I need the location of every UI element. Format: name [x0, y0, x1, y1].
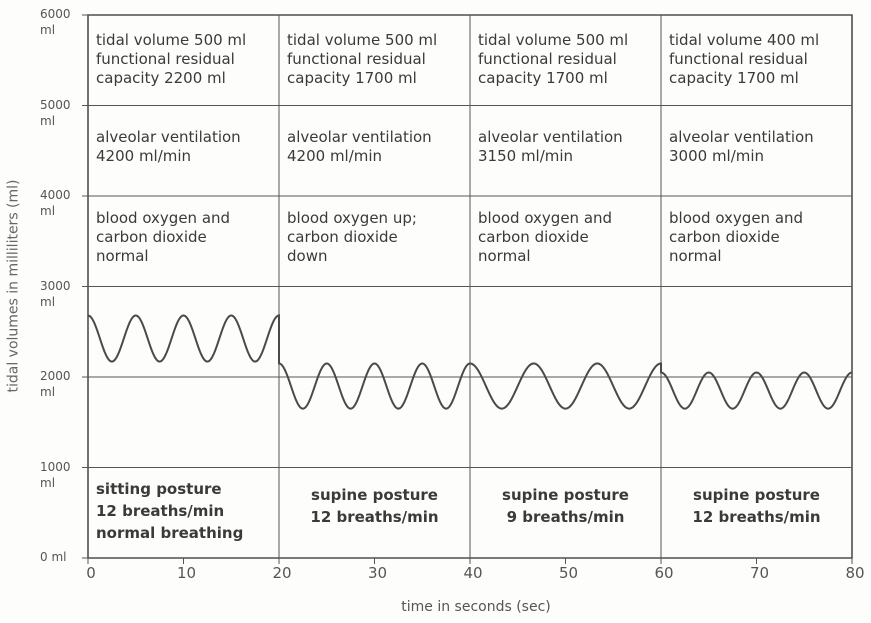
panel-text: normal: [669, 247, 722, 265]
x-tick-label: 30: [367, 564, 388, 582]
y-tick-label: 5000 ml: [40, 97, 71, 128]
panel-text: blood oxygen and: [478, 209, 613, 227]
panel-text: functional residual: [287, 50, 426, 68]
posture-text: supine posture: [693, 485, 820, 504]
y-tick-label: 3000 ml: [40, 278, 71, 309]
panel-text: normal: [96, 247, 149, 265]
panel-text: 4200 ml/min: [287, 146, 383, 165]
panel-text: carbon dioxide: [478, 228, 589, 246]
panel-text: functional residual: [96, 50, 235, 68]
y-tick-label: 2000 ml: [40, 369, 71, 399]
x-tick-label: 20: [272, 564, 292, 582]
panel-text: 4200 ml/min: [96, 146, 192, 165]
panel-text: tidal volume 500 ml: [478, 31, 629, 49]
y-axis-label: tidal volumes in milliliters (ml): [5, 179, 22, 393]
panel-text: capacity 1700 ml: [287, 69, 417, 87]
posture-text: supine posture: [502, 485, 629, 504]
x-tick-label: 60: [654, 564, 674, 582]
y-tick-label: 6000 ml: [40, 7, 71, 37]
panel-text: blood oxygen and: [96, 209, 231, 227]
posture-text: sitting posture: [96, 479, 222, 498]
panel-text: alveolar ventilation: [287, 127, 432, 146]
panel-text: alveolar ventilation: [478, 127, 623, 146]
y-tick-label: 0 ml: [40, 550, 67, 564]
y-tick-label: 1000 ml: [40, 459, 71, 490]
x-tick-label: 10: [176, 564, 197, 582]
x-tick-label: 50: [558, 564, 579, 582]
panel-text: functional residual: [669, 50, 808, 68]
panel-text: blood oxygen and: [669, 209, 804, 227]
panel-text: down: [287, 247, 328, 265]
panel-text: capacity 1700 ml: [478, 69, 608, 87]
x-tick-label: 0: [86, 564, 96, 582]
x-tick-label: 80: [845, 564, 865, 582]
panel-text: capacity 1700 ml: [669, 69, 799, 87]
panel-text: normal: [478, 247, 531, 265]
panel-text: alveolar ventilation: [669, 127, 814, 146]
x-tick-label: 70: [749, 564, 770, 582]
x-axis-label: time in seconds (sec): [401, 599, 551, 615]
posture-text: 12 breaths/min: [692, 507, 821, 526]
panel-text: capacity 2200 ml: [96, 69, 226, 87]
panel-text: tidal volume 500 ml: [287, 31, 438, 49]
x-tick-label: 40: [463, 564, 483, 582]
panel-text: blood oxygen up;: [287, 209, 417, 227]
panel-text: alveolar ventilation: [96, 127, 241, 146]
posture-text: 9 breaths/min: [506, 507, 625, 526]
wave-line: [87, 314, 853, 410]
panel-text: carbon dioxide: [669, 228, 780, 246]
panel-text: carbon dioxide: [287, 228, 398, 246]
panel-text: functional residual: [478, 50, 617, 68]
panel-text: 3150 ml/min: [478, 146, 574, 165]
panel-text: tidal volume 400 ml: [669, 31, 820, 49]
panel-text: tidal volume 500 ml: [96, 31, 247, 49]
panel-text: 3000 ml/min: [669, 146, 765, 165]
posture-text: normal breathing: [96, 523, 244, 542]
posture-text: 12 breaths/min: [310, 507, 439, 526]
posture-text: supine posture: [311, 485, 438, 504]
y-tick-label: 4000 ml: [40, 188, 71, 218]
posture-text: 12 breaths/min: [96, 501, 225, 520]
panel-text: carbon dioxide: [96, 228, 207, 246]
